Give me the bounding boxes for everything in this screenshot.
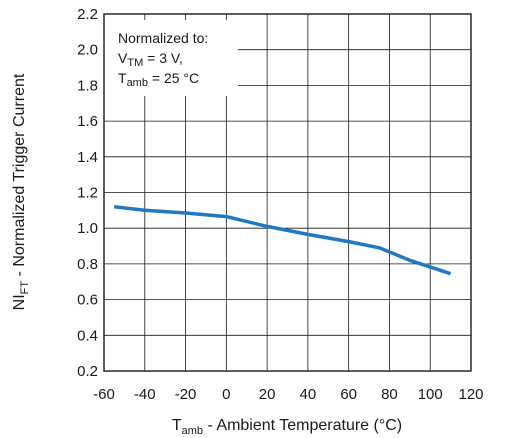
y-tick-label: 1.2 xyxy=(77,185,98,202)
y-tick-label: 2.0 xyxy=(77,42,98,59)
annotation-background xyxy=(104,20,238,96)
x-tick-label: 20 xyxy=(259,386,276,403)
plot-frame xyxy=(103,13,472,372)
x-tick-label: -60 xyxy=(93,386,115,403)
x-axis-title: Tamb - Ambient Temperature (°C) xyxy=(172,417,402,437)
series-line xyxy=(114,205,452,276)
x-tick-label: 0 xyxy=(222,386,230,403)
tick-labels: -60 -40 -20 0 20 40 60 80 100 120 0.2 0.4 0.6 0.8 1.0 1… xyxy=(77,6,483,403)
y-tick-label: 0.2 xyxy=(77,363,98,380)
y-tick-label: 0.6 xyxy=(77,292,98,309)
y-axis-title: NIFT - Normalized Trigger Current xyxy=(11,73,31,310)
x-tick-label: -20 xyxy=(175,386,197,403)
y-tick-label: 1.6 xyxy=(77,113,98,130)
x-tick-label: 60 xyxy=(340,386,357,403)
y-tick-label: 1.8 xyxy=(77,77,98,94)
y-tick-label: 2.2 xyxy=(77,6,98,23)
y-tick-label: 0.8 xyxy=(77,256,98,273)
series-layer xyxy=(114,205,452,276)
x-tick-label: 80 xyxy=(381,386,398,403)
y-tick-label: 0.4 xyxy=(77,327,98,344)
x-tick-label: -40 xyxy=(134,386,156,403)
x-tick-label: 120 xyxy=(458,386,483,403)
x-tick-label: 40 xyxy=(300,386,317,403)
annotation-line-1: Normalized to: xyxy=(118,30,208,46)
annotation-line-2: VTM = 3 V, xyxy=(118,50,183,69)
y-tick-label: 1.0 xyxy=(77,220,98,237)
y-tick-label: 1.4 xyxy=(77,149,98,166)
annotation-line-3: Tamb = 25 °C xyxy=(118,70,199,89)
x-tick-label: 100 xyxy=(418,386,443,403)
